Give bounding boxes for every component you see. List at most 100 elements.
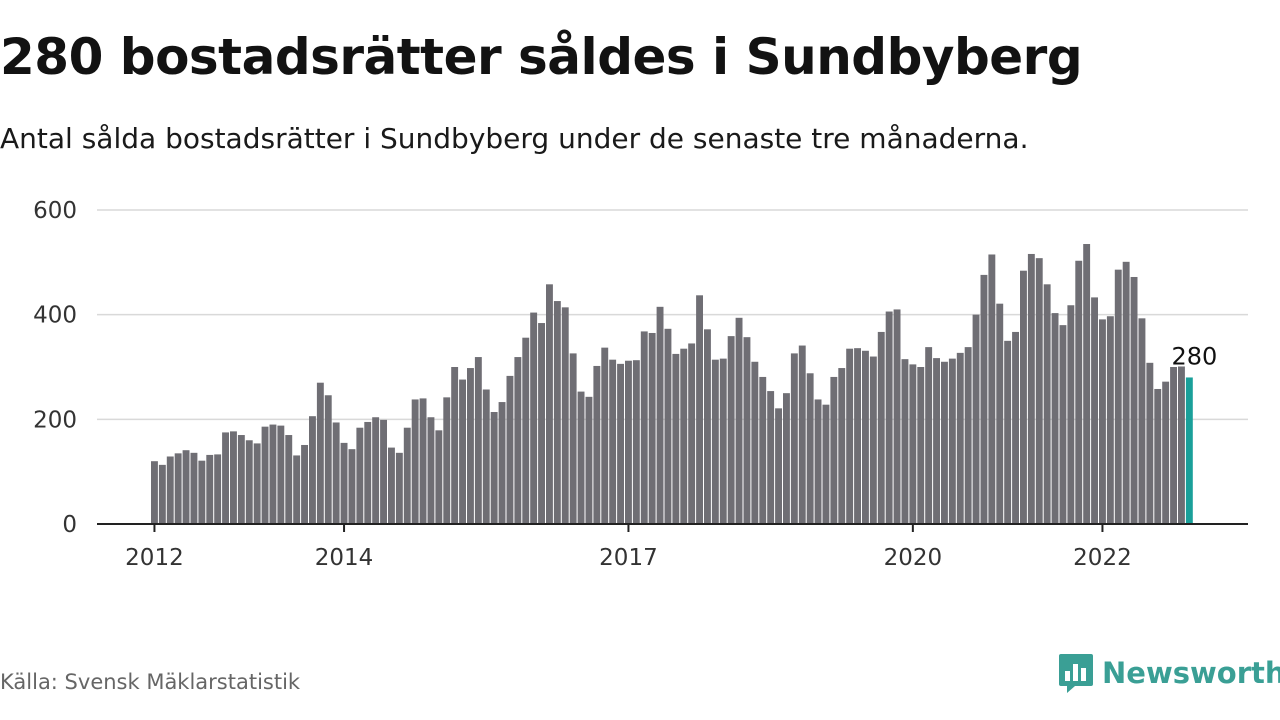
bar — [948, 358, 956, 524]
bar — [822, 404, 830, 524]
bar — [1067, 305, 1075, 524]
bar — [419, 398, 427, 524]
bar-highlight — [1185, 377, 1193, 524]
x-tick-label: 2022 — [1073, 545, 1132, 571]
bar — [601, 347, 609, 524]
bar — [680, 348, 688, 524]
bar — [277, 425, 285, 524]
bar — [1059, 325, 1067, 524]
bar — [1122, 261, 1130, 524]
x-axis-labels: 2012 2014 2017 2020 2022 — [125, 545, 1132, 571]
bar — [151, 461, 158, 524]
bar — [443, 397, 451, 524]
bar — [538, 323, 545, 524]
bar — [648, 332, 656, 524]
bar — [727, 336, 735, 524]
bar-chart: 0 200 400 600 2012 2014 2017 2020 2022 280 — [33, 198, 1248, 571]
bar — [901, 359, 909, 524]
bar — [245, 440, 253, 524]
bar — [869, 356, 877, 524]
brand-name: Newsworthy — [1102, 656, 1280, 690]
bar — [1020, 270, 1027, 524]
bar — [427, 417, 435, 524]
x-tick-label: 2020 — [884, 545, 943, 571]
bar — [1004, 340, 1012, 524]
bar — [1051, 313, 1059, 524]
bar — [546, 284, 553, 524]
bar — [964, 347, 972, 524]
bar — [625, 360, 632, 524]
bar — [285, 435, 293, 524]
bar — [388, 447, 395, 524]
bar — [190, 452, 198, 524]
bar — [980, 274, 988, 524]
bar — [198, 460, 206, 524]
bar — [1027, 253, 1035, 524]
bar — [640, 331, 648, 524]
bar — [830, 376, 838, 524]
bar — [451, 367, 459, 524]
bar — [751, 361, 759, 524]
bar — [767, 391, 775, 524]
bar — [1083, 244, 1091, 524]
bar — [348, 449, 356, 524]
bar — [403, 427, 411, 524]
bar — [1154, 388, 1162, 524]
bar — [356, 427, 364, 524]
bar — [482, 389, 490, 524]
y-tick-label: 600 — [33, 198, 77, 224]
bar — [735, 317, 743, 524]
chart-subtitle: Antal sålda bostadsrätter i Sundbyberg u… — [0, 122, 1029, 155]
bar — [577, 391, 585, 524]
annotations: 280 — [1171, 342, 1217, 370]
bar — [909, 364, 917, 524]
source-note: Källa: Svensk Mäklarstatistik — [0, 670, 301, 694]
x-axis — [97, 523, 1248, 532]
bar — [237, 435, 245, 524]
bar — [498, 402, 506, 524]
bar — [593, 365, 601, 524]
bar — [1146, 362, 1154, 524]
bar — [696, 295, 703, 524]
bar — [917, 367, 925, 524]
bar — [514, 357, 522, 524]
bar — [174, 453, 182, 524]
y-tick-label: 200 — [33, 407, 77, 433]
chart-title: 280 bostadsrätter såldes i Sundbyberg — [0, 28, 1083, 86]
bar — [806, 373, 814, 524]
bar — [862, 350, 869, 524]
bar — [459, 379, 466, 524]
bar — [293, 455, 301, 524]
bar — [435, 430, 443, 524]
bar — [1106, 316, 1114, 524]
bar — [1162, 381, 1170, 524]
bar — [688, 343, 696, 524]
bar — [783, 393, 790, 524]
bar — [632, 360, 640, 524]
bar — [893, 309, 901, 524]
bar — [332, 422, 340, 524]
bar — [490, 412, 498, 524]
y-tick-label: 0 — [62, 512, 77, 538]
bar — [530, 312, 538, 524]
bar — [790, 353, 798, 524]
bar — [1114, 269, 1122, 524]
bar — [261, 426, 269, 524]
bar — [1170, 367, 1177, 524]
bar — [269, 424, 277, 524]
bar — [364, 421, 372, 524]
bar — [1099, 319, 1106, 524]
bar — [206, 454, 214, 524]
bar — [214, 454, 222, 524]
bar — [474, 357, 482, 524]
bar — [1091, 297, 1098, 524]
bar — [158, 464, 166, 524]
bar — [996, 303, 1004, 524]
bar — [380, 419, 387, 524]
x-tick-label: 2017 — [599, 545, 658, 571]
bar — [759, 376, 767, 524]
bar — [814, 399, 822, 524]
bar — [316, 382, 324, 524]
bar — [569, 353, 577, 524]
bar — [553, 301, 561, 524]
